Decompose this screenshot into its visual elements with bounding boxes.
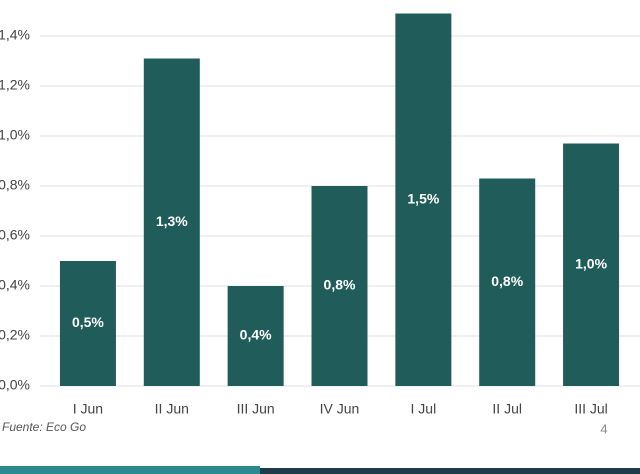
- page-number: 4: [600, 421, 607, 436]
- y-tick-label: 0,0%: [0, 377, 30, 393]
- y-tick-label: 1,2%: [0, 77, 30, 93]
- x-tick-label: III Jul: [574, 401, 607, 417]
- y-tick-label: 0,6%: [0, 227, 30, 243]
- bar: [395, 13, 452, 386]
- value-label: 1,5%: [407, 190, 439, 206]
- value-label: 0,5%: [72, 314, 104, 330]
- y-tick-label: 1,0%: [0, 127, 30, 143]
- x-tick-label: I Jul: [411, 401, 437, 417]
- y-tick-label: 0,4%: [0, 277, 30, 293]
- x-tick-label: II Jun: [155, 401, 189, 417]
- y-tick-label: 1,4%: [0, 27, 30, 43]
- bar: [563, 143, 620, 386]
- value-label: 0,4%: [240, 327, 272, 343]
- footer-strip: [260, 468, 640, 474]
- value-label: 1,0%: [575, 255, 607, 271]
- bar: [479, 178, 536, 386]
- bar: [59, 261, 116, 386]
- footer-strip: [0, 466, 260, 474]
- x-tick-label: IV Jun: [320, 401, 360, 417]
- y-tick-label: 0,8%: [0, 177, 30, 193]
- x-tick-label: II Jul: [492, 401, 522, 417]
- x-tick-label: I Jun: [73, 401, 103, 417]
- value-label: 0,8%: [491, 273, 523, 289]
- bar: [311, 186, 368, 386]
- value-label: 1,3%: [156, 213, 188, 229]
- bar: [143, 58, 200, 386]
- bar: [227, 286, 284, 386]
- y-tick-label: 0,2%: [0, 327, 30, 343]
- value-label: 0,8%: [324, 277, 356, 293]
- x-tick-label: III Jun: [237, 401, 275, 417]
- source-note: Fuente: Eco Go: [2, 420, 86, 434]
